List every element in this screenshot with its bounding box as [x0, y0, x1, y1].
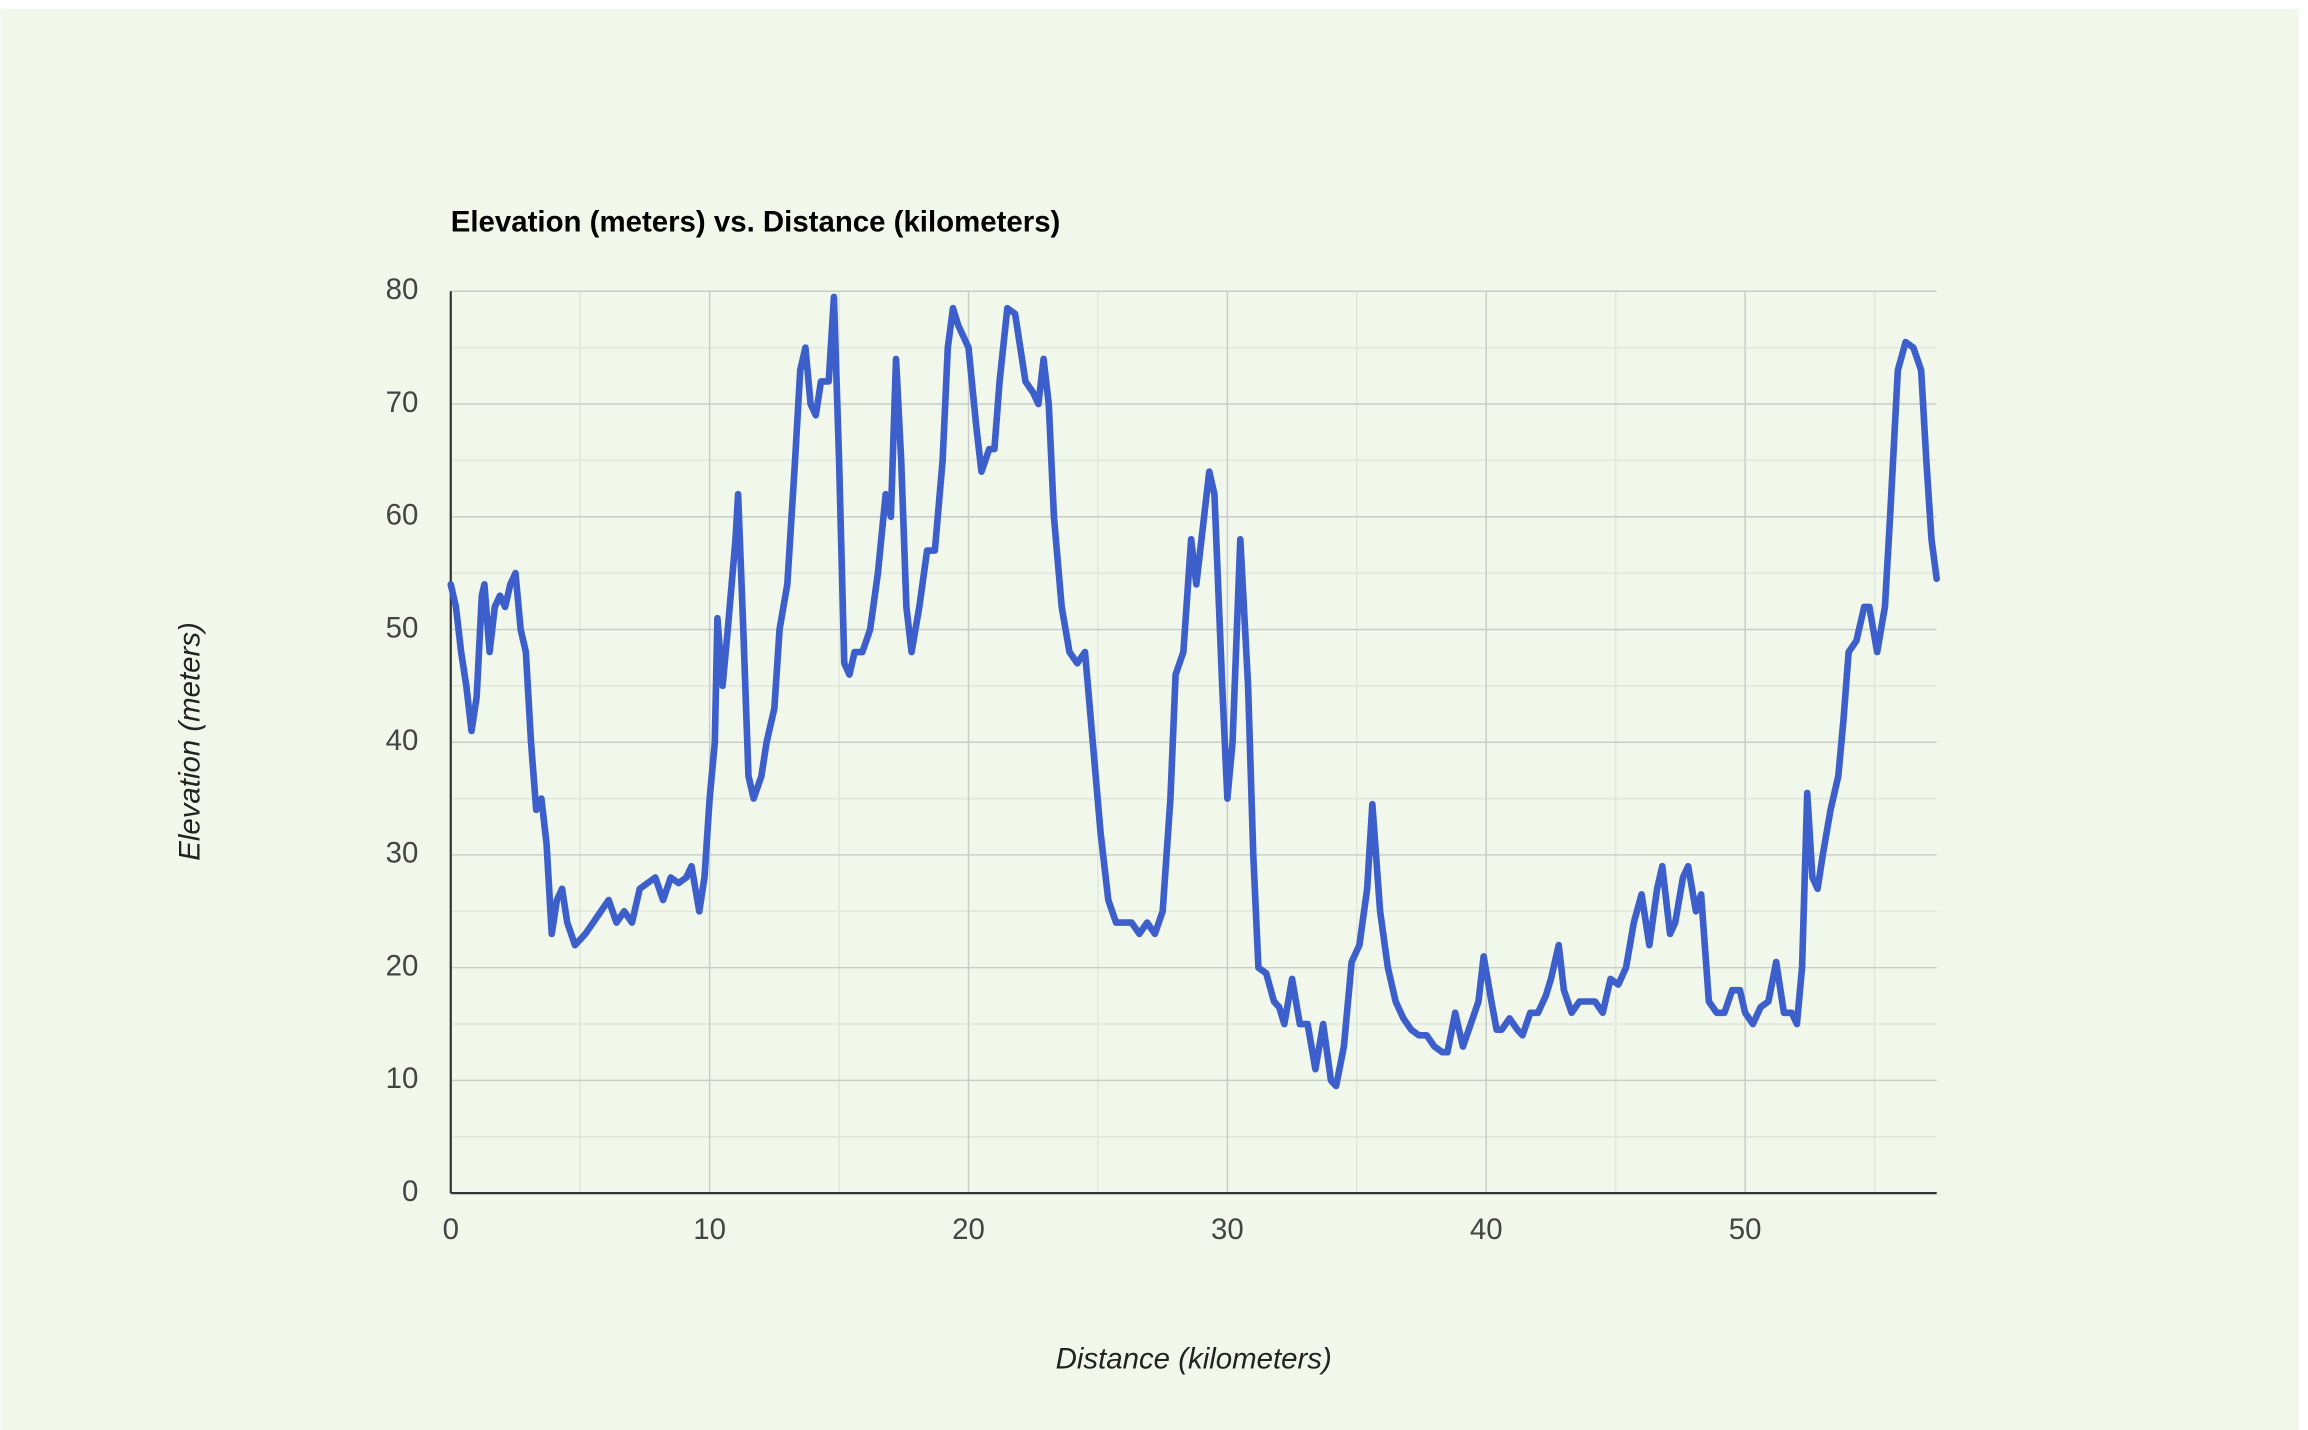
x-tick-label: 50 [1729, 1213, 1762, 1246]
y-tick-label: 40 [386, 724, 419, 757]
y-tick-label: 80 [386, 273, 419, 306]
x-axis-title: Distance (kilometers) [1056, 1343, 1332, 1376]
y-axis-title: Elevation (meters) [174, 622, 207, 861]
x-tick-label: 40 [1470, 1213, 1503, 1246]
y-tick-label: 30 [386, 837, 419, 870]
x-tick-label: 30 [1211, 1213, 1244, 1246]
y-tick-label: 20 [386, 949, 419, 982]
chart-title: Elevation (meters) vs. Distance (kilomet… [451, 205, 1061, 238]
chart-background [0, 8, 2299, 1430]
x-tick-label: 10 [693, 1213, 726, 1246]
y-tick-label: 10 [386, 1062, 419, 1095]
y-tick-label: 70 [386, 386, 419, 419]
y-tick-label: 50 [386, 611, 419, 644]
y-tick-label: 60 [386, 499, 419, 532]
plot [447, 293, 1940, 1090]
x-tick-label: 0 [443, 1213, 459, 1246]
data-line [447, 293, 1940, 1090]
x-tick-label: 20 [952, 1213, 985, 1246]
y-tick-label: 0 [402, 1175, 418, 1208]
